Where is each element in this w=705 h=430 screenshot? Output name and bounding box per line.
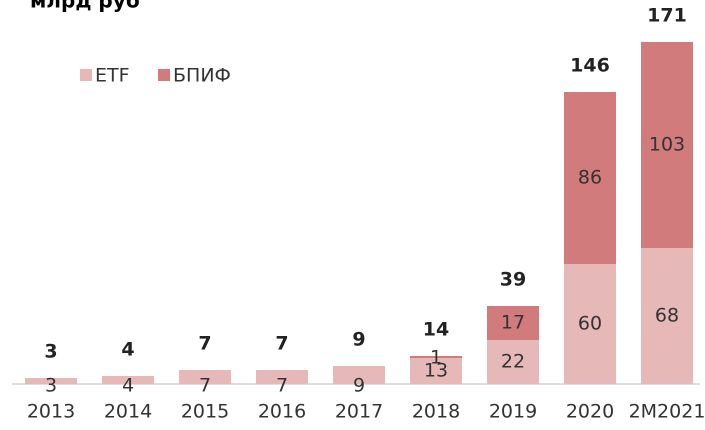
value-label: 7 [276,375,288,397]
x-tick-label: 2016 [258,401,306,423]
bar-segment [256,370,308,384]
value-label: 7 [199,375,211,397]
bar-segment [410,356,462,358]
bar-segment [641,248,693,384]
x-tick-label: 2М2021 [629,401,705,423]
value-label: 9 [353,375,365,397]
legend-label: БПИФ [173,65,231,87]
bar-segment [641,42,693,248]
bar-segment [564,264,616,384]
total-label: 7 [275,333,288,355]
legend-swatch [80,69,92,81]
bar-segment [487,340,539,384]
total-label: 171 [647,5,687,27]
chart-title: млрд руб [30,0,140,13]
bar-segment [333,366,385,384]
value-label: 60 [578,313,602,335]
total-label: 146 [570,55,610,77]
bar-segment [102,376,154,384]
value-label: 13 [424,360,448,382]
x-tick-label: 2017 [335,401,383,423]
bar-segment [564,92,616,264]
bar-segment [410,358,462,384]
value-label: 1 [430,347,442,369]
bar-segment [179,370,231,384]
value-label: 4 [122,375,134,397]
value-label: 68 [655,305,679,327]
total-label: 39 [500,269,526,291]
total-label: 3 [44,341,57,363]
total-label: 7 [198,333,211,355]
x-tick-label: 2015 [181,401,229,423]
x-tick-label: 2018 [412,401,460,423]
total-label: 9 [352,329,365,351]
x-tick-label: 2013 [27,401,75,423]
total-label: 14 [423,319,449,341]
x-tick-label: 2014 [104,401,152,423]
value-label: 17 [501,312,525,334]
legend-label: ETF [95,65,130,87]
value-label: 22 [501,351,525,373]
bar-segment [25,378,77,384]
x-tick-label: 2019 [489,401,537,423]
x-tick-label: 2020 [566,401,614,423]
value-label: 103 [649,134,685,156]
bar-segment [487,306,539,340]
value-label: 3 [45,375,57,397]
total-label: 4 [121,339,134,361]
legend-swatch [158,69,170,81]
value-label: 86 [578,167,602,189]
